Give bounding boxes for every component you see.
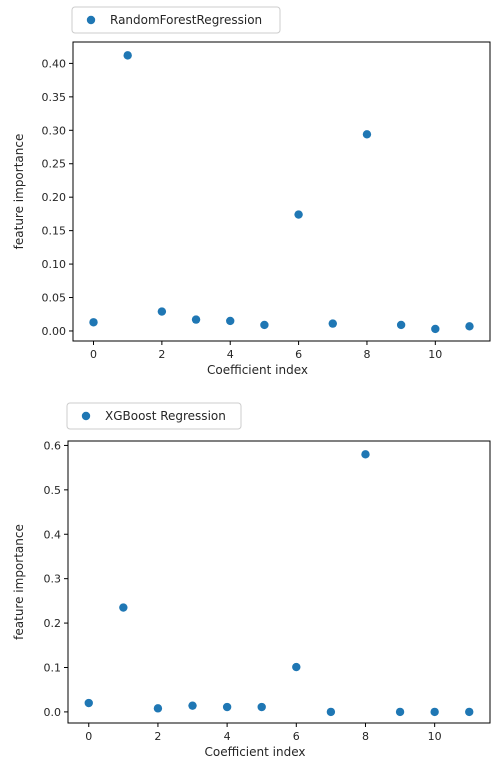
data-point [361,450,370,459]
y-axis-label: feature importance [12,524,26,640]
plot-frame [72,41,491,342]
data-point [465,707,474,717]
data-point [119,603,128,612]
data-point [89,318,98,327]
y-tick-label: 0.0 [44,706,62,719]
y-tick-label: 0.5 [44,484,62,497]
data-point [188,701,197,710]
data-point [260,320,269,330]
y-tick-label: 0.1 [44,661,62,674]
x-tick-label: 10 [428,730,442,743]
x-tick-label: 6 [295,348,302,361]
data-point [396,320,406,330]
y-tick-label: 0.6 [44,439,62,452]
data-point [430,707,439,717]
y-tick-label: 0.00 [42,325,67,338]
legend-box [66,402,242,430]
legend-label: XGBoost Regression [105,409,226,423]
data-point [292,662,301,672]
y-tick-label: 0.40 [42,57,67,70]
data-point [326,707,336,717]
data-point [157,307,167,316]
data-point [123,51,132,60]
x-axis-label: Coefficient index [205,745,306,759]
x-tick-label: 6 [293,730,300,743]
data-point [84,698,93,708]
x-tick-label: 4 [224,730,231,743]
x-tick-label: 4 [227,348,234,361]
data-point [153,704,163,713]
x-tick-label: 8 [363,348,370,361]
data-point [191,315,201,324]
legend-marker [81,411,91,421]
y-tick-label: 0.05 [42,292,67,305]
chart-1: 0.00 0.05 0.10 0.15 0.20 0.25 0.30 0.35 0.40 0 2 4 6… [12,6,491,377]
data-point [431,324,440,334]
y-tick-label: 0.4 [44,528,62,541]
x-tick-label: 0 [85,730,92,743]
y-tick-label: 0.10 [42,258,67,271]
data-point [222,702,232,712]
x-tick-label: 8 [362,730,369,743]
y-tick-label: 0.3 [44,573,62,586]
data-point [465,322,474,331]
data-point [226,316,235,326]
y-axis-label: feature importance [12,134,26,250]
x-tick-label: 2 [158,348,165,361]
plot-frame [67,440,491,724]
x-tick-label: 0 [90,348,97,361]
legend-marker [86,15,96,25]
chart-2: 0.0 0.1 0.2 0.3 0.4 0.5 0.6 0 2 4 6 8 10 Coefficient … [12,402,491,759]
y-tick-label: 0.20 [42,191,67,204]
data-point [294,210,303,219]
data-point [257,702,266,712]
legend-box [71,6,281,34]
data-point [395,707,405,717]
y-tick-label: 0.25 [42,158,67,171]
x-tick-label: 2 [154,730,161,743]
y-tick-label: 0.30 [42,124,67,137]
legend-label: RandomForestRegression [110,13,262,27]
data-point [328,319,337,328]
y-tick-label: 0.15 [42,225,67,238]
x-tick-label: 10 [428,348,442,361]
y-tick-label: 0.35 [42,91,67,104]
y-tick-label: 0.2 [44,617,62,630]
x-axis-label: Coefficient index [207,363,308,377]
data-point [362,130,372,139]
